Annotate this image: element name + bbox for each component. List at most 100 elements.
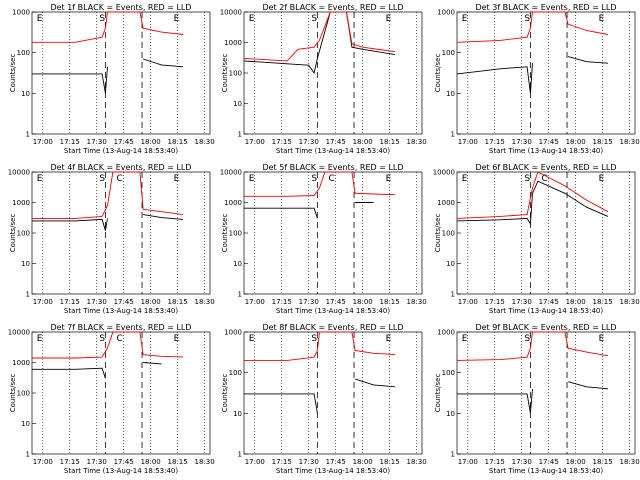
y-tick-label: 10: [233, 100, 242, 108]
x-tick-label: 17:00: [245, 458, 265, 466]
x-tick-label: 17:15: [60, 458, 80, 466]
plot-frame: [243, 331, 423, 455]
chart-title: Det 6f BLACK = Events, RED = LLD: [475, 163, 616, 172]
event-marker: E: [599, 334, 605, 344]
x-tick-label: 17:45: [326, 458, 346, 466]
x-tick-label: 17:45: [114, 138, 134, 146]
event-marker: S: [99, 174, 105, 184]
y-tick-label: 10: [446, 90, 455, 98]
x-tick-label: 18:15: [168, 138, 188, 146]
event-marker: E: [386, 174, 392, 184]
x-tick-label: 17:30: [87, 298, 107, 306]
y-tick-label: 100: [17, 230, 30, 238]
x-axis-label: Start Time (13-Aug-14 18:53:40): [489, 307, 603, 315]
y-axis-label: Counts/sec: [434, 214, 442, 253]
x-tick-label: 17:00: [33, 458, 53, 466]
y-tick-label: 100: [17, 49, 30, 57]
x-tick-label: 17:15: [60, 138, 80, 146]
y-axis-label: Counts/sec: [9, 214, 17, 253]
chart-panel: Det 3f BLACK = Events, RED = LLD 17:00 17:…: [434, 3, 640, 155]
event-marker: C: [116, 174, 122, 184]
x-tick-label: 18:15: [380, 138, 400, 146]
event-marker: S: [311, 334, 317, 344]
y-tick-label: 100: [442, 369, 455, 377]
y-axis-label: Counts/sec: [434, 374, 442, 413]
y-tick-label: 1000: [224, 199, 242, 207]
lld-series-line: [32, 331, 184, 359]
chart-panel: Det 9f BLACK = Events, RED = LLD 17:00 17:…: [434, 323, 640, 475]
x-tick-label: 17:45: [114, 458, 134, 466]
y-tick-label: 1: [451, 131, 455, 139]
y-tick-label: 10: [21, 90, 30, 98]
event-marker: E: [37, 14, 43, 24]
x-tick-label: 17:30: [512, 138, 532, 146]
x-axis-label: Start Time (13-Aug-14 18:53:40): [64, 307, 178, 315]
y-tick-label: 1: [238, 451, 242, 459]
y-tick-label: 1: [26, 291, 30, 299]
x-tick-label: 17:15: [485, 458, 505, 466]
event-marker: E: [174, 14, 180, 24]
y-axis-label: Counts/sec: [9, 54, 17, 93]
event-marker: E: [462, 14, 468, 24]
y-tick-label: 100: [442, 49, 455, 57]
lld-series-line: [456, 171, 609, 219]
x-tick-label: 18:00: [566, 298, 586, 306]
x-tick-label: 18:30: [195, 138, 215, 146]
x-tick-label: 17:00: [458, 298, 478, 306]
y-tick-label: 1000: [437, 199, 455, 207]
y-axis-label: Counts/sec: [9, 374, 17, 413]
y-tick-label: 100: [229, 369, 242, 377]
events-series-line: [32, 66, 108, 94]
y-tick-label: 1000: [224, 329, 242, 337]
event-marker: E: [386, 334, 392, 344]
x-tick-label: 17:00: [458, 458, 478, 466]
lld-series-line: [32, 171, 184, 219]
lld-series-line: [32, 11, 184, 43]
event-marker: E: [174, 334, 180, 344]
events-series-line: [567, 381, 609, 390]
events-series-line: [32, 367, 106, 379]
chart-panel: Det 8f BLACK = Events, RED = LLD 17:00 17:…: [221, 323, 427, 475]
y-tick-label: 1: [26, 451, 30, 459]
x-tick-label: 17:45: [114, 298, 134, 306]
y-tick-label: 100: [229, 70, 242, 78]
x-tick-label: 17:00: [245, 138, 265, 146]
x-tick-label: 17:45: [326, 138, 346, 146]
event-marker: E: [37, 334, 43, 344]
x-axis-label: Start Time (13-Aug-14 18:53:40): [276, 467, 390, 475]
x-axis-label: Start Time (13-Aug-14 18:53:40): [276, 147, 390, 155]
y-tick-label: 10000: [220, 169, 242, 177]
x-axis-label: Start Time (13-Aug-14 18:53:40): [276, 307, 390, 315]
x-tick-label: 18:00: [566, 138, 586, 146]
x-tick-label: 18:15: [593, 458, 613, 466]
chart-panel: Det 2f BLACK = Events, RED = LLD 17:00 17:…: [220, 3, 427, 155]
plot-frame: [243, 171, 423, 295]
y-tick-label: 1000: [12, 359, 30, 367]
plot-frame: [456, 331, 636, 455]
events-series-line: [354, 378, 396, 388]
y-tick-label: 10: [233, 260, 242, 268]
y-tick-label: 10: [446, 260, 455, 268]
y-tick-label: 10000: [8, 169, 30, 177]
x-tick-label: 17:30: [299, 458, 319, 466]
chart-panel: Det 6f BLACK = Events, RED = LLD 17:00 17:…: [433, 163, 640, 315]
plot-frame: [456, 171, 636, 295]
event-marker: S: [99, 14, 105, 24]
event-marker: E: [462, 334, 468, 344]
lld-series-line: [456, 11, 609, 43]
chart-panel: Det 7f BLACK = Events, RED = LLD 17:00 17:…: [8, 323, 215, 475]
chart-panel: Det 1f BLACK = Events, RED = LLD 17:00 17:…: [9, 3, 215, 155]
events-series-line: [244, 207, 318, 219]
x-tick-label: 17:15: [60, 298, 80, 306]
event-marker: E: [462, 174, 468, 184]
x-tick-label: 17:00: [33, 138, 53, 146]
x-tick-label: 18:00: [141, 138, 161, 146]
event-marker: S: [99, 334, 105, 344]
event-marker: S: [311, 14, 317, 24]
x-tick-label: 18:00: [141, 298, 161, 306]
x-tick-label: 18:00: [353, 138, 373, 146]
x-tick-label: 17:30: [87, 138, 107, 146]
x-tick-label: 18:00: [566, 458, 586, 466]
y-tick-label: 1: [238, 291, 242, 299]
y-tick-label: 1: [451, 291, 455, 299]
